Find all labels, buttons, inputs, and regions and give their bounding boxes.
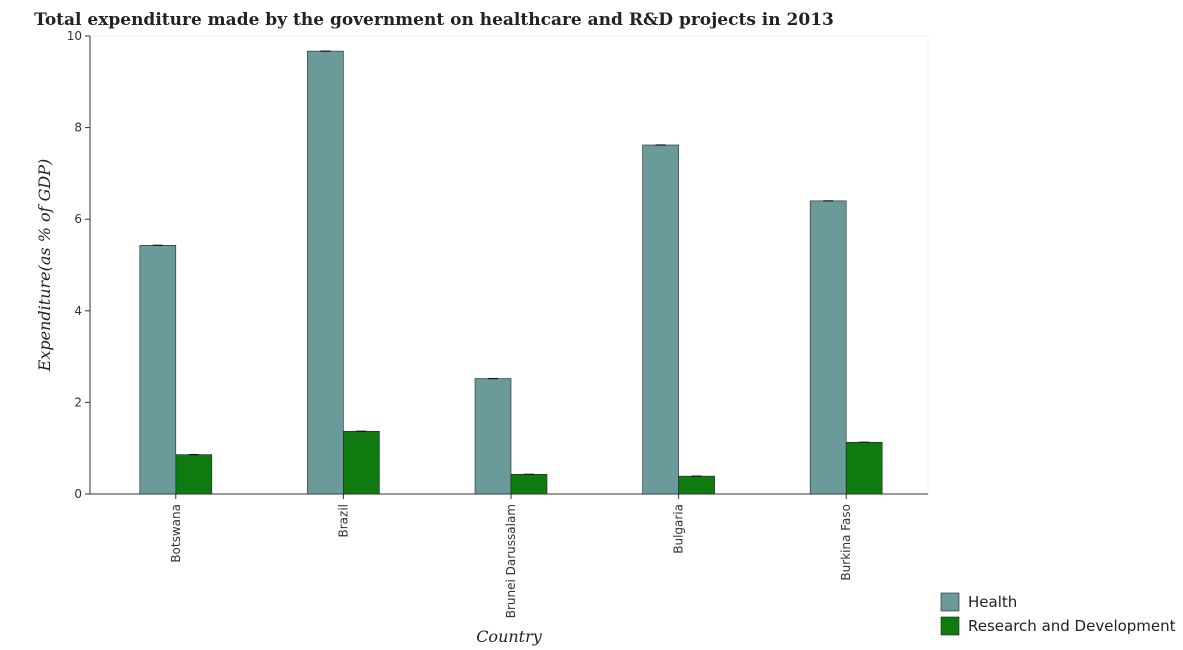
legend-label: Health (968, 593, 1017, 611)
bar-health (307, 50, 344, 495)
x-tick-label: Bulgaria (672, 504, 686, 554)
y-tick-label: 0 (74, 487, 82, 501)
x-tick-label: Brunei Darussalam (504, 504, 518, 618)
bar-research (343, 430, 380, 495)
x-axis-label: Country (476, 627, 543, 646)
bar-health (642, 144, 679, 495)
bars (139, 50, 883, 495)
bar-health (139, 245, 177, 495)
bar-health (809, 200, 847, 495)
legend-label: Research and Development (968, 617, 1176, 635)
legend-swatch (940, 616, 960, 636)
y-tick-label: 8 (74, 121, 82, 135)
x-tick-label: Botswana (169, 504, 183, 563)
x-tick-label: Burkina Faso (839, 504, 853, 581)
bar-research (678, 475, 715, 495)
y-axis: 0 2 4 6 8 10 (67, 29, 91, 501)
y-tick-label: 4 (74, 304, 82, 318)
x-tick-label: Brazil (336, 504, 350, 538)
bar-health (474, 378, 512, 495)
bar-research (845, 441, 883, 495)
y-tick-label: 2 (74, 395, 82, 409)
y-tick-label: 6 (74, 212, 82, 226)
x-axis: Botswana Brazil Brunei Darussalam Bulgaria B… (90, 493, 928, 618)
bar-research (510, 474, 548, 495)
legend-swatch (940, 592, 960, 612)
chart-title: Total expenditure made by the government… (34, 10, 834, 30)
legend: Health Research and Development (940, 592, 1176, 636)
y-axis-label: Expenditure(as % of GDP) (35, 159, 54, 373)
bar-research (175, 454, 213, 495)
y-tick-label: 10 (67, 29, 82, 43)
